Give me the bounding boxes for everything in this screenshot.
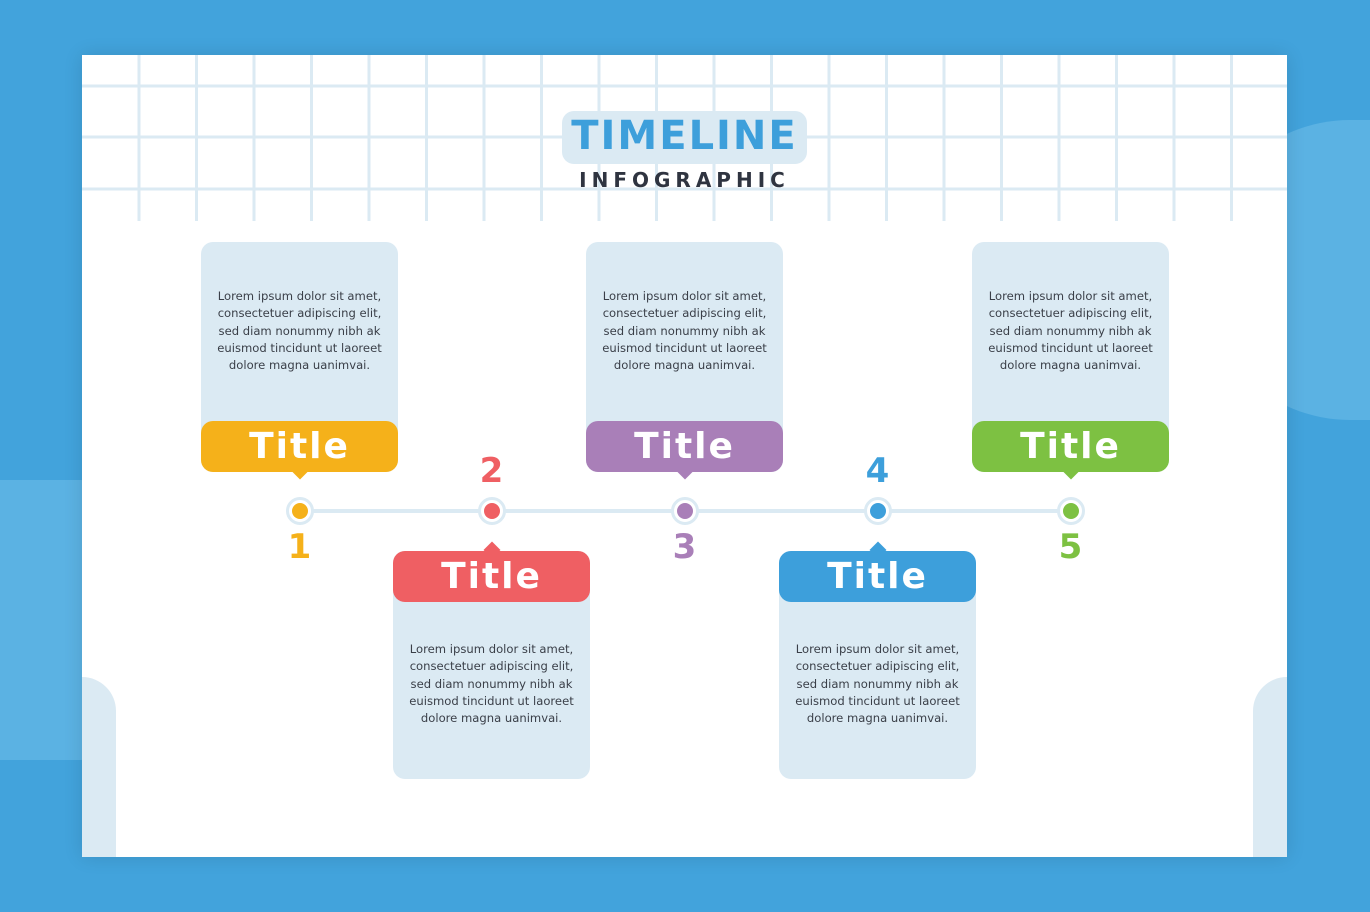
step-number: 5 (1058, 527, 1083, 567)
step-marker-ring (285, 497, 314, 525)
step-number: 4 (865, 451, 890, 491)
step-title: Title (779, 551, 976, 602)
corner-decoration (82, 677, 116, 857)
step-description: Lorem ipsum dolor sit amet, consectetuer… (409, 642, 574, 726)
step-marker-dot (291, 503, 308, 519)
step-description: Lorem ipsum dolor sit amet, consectetuer… (795, 642, 960, 726)
step-description: Lorem ipsum dolor sit amet, consectetuer… (217, 289, 382, 373)
title-pill (562, 111, 807, 164)
step-number: 2 (479, 451, 504, 491)
step-number: 1 (287, 527, 312, 567)
step-marker-dot (676, 503, 693, 519)
grid-background (82, 55, 1287, 221)
step-marker-dot (1062, 503, 1079, 519)
step-marker-ring (863, 497, 892, 525)
page-subtitle: INFOGRAPHIC (579, 168, 790, 192)
step-title: Title (393, 551, 590, 602)
corner-decoration (1253, 677, 1287, 857)
infographic-page: TIMELINE INFOGRAPHIC Lorem ipsum dolor s… (82, 55, 1287, 857)
step-title: Title (586, 421, 783, 472)
step-description: Lorem ipsum dolor sit amet, consectetuer… (988, 289, 1153, 373)
step-title: Title (201, 421, 398, 472)
step-number: 3 (672, 527, 697, 567)
step-marker-dot (869, 503, 886, 519)
step-title: Title (972, 421, 1169, 472)
page-title: TIMELINE (571, 113, 798, 159)
step-marker-dot (483, 503, 500, 519)
step-description: Lorem ipsum dolor sit amet, consectetuer… (602, 289, 767, 373)
